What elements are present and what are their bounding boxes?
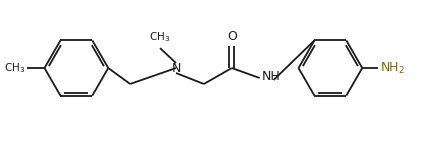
Text: O: O [227,30,237,43]
Text: CH$_3$: CH$_3$ [4,61,26,75]
Text: CH$_3$: CH$_3$ [150,30,171,44]
Text: NH: NH [262,70,280,84]
Text: NH$_2$: NH$_2$ [380,60,405,76]
Text: N: N [171,61,181,75]
